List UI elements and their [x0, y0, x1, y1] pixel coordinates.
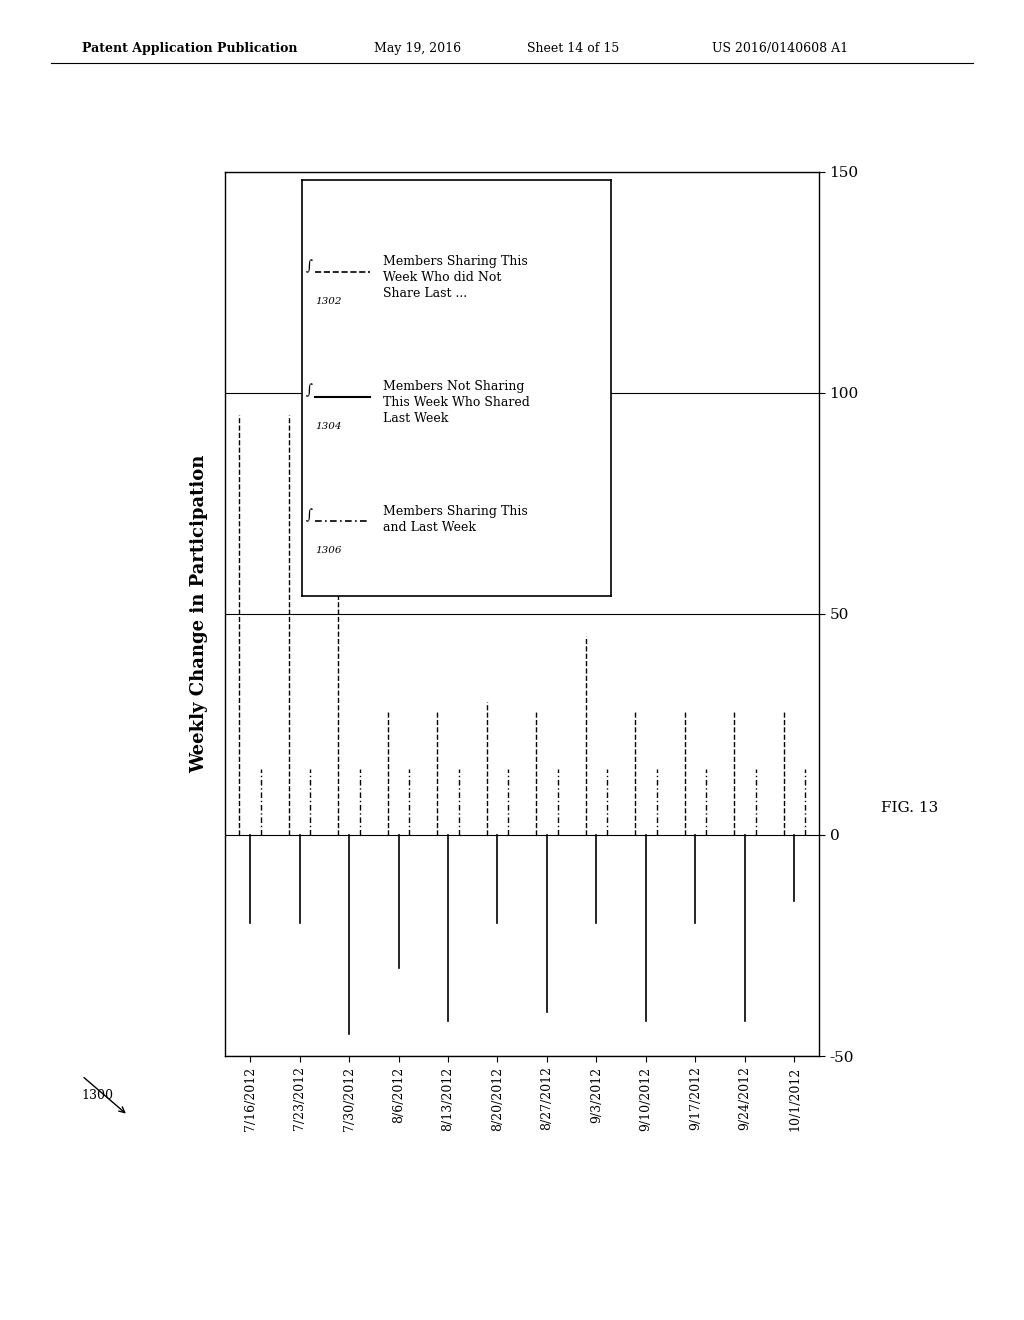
Y-axis label: Weekly Change in Participation: Weekly Change in Participation	[190, 454, 209, 774]
Text: 1302: 1302	[314, 297, 341, 306]
Text: Members Sharing This
Week Who did Not
Share Last ...: Members Sharing This Week Who did Not Sh…	[383, 255, 527, 300]
Text: ∫: ∫	[305, 381, 312, 395]
Text: 1304: 1304	[314, 421, 341, 430]
Text: Members Sharing This
and Last Week: Members Sharing This and Last Week	[383, 504, 527, 533]
Text: 1300: 1300	[82, 1089, 114, 1102]
Text: May 19, 2016: May 19, 2016	[374, 42, 461, 55]
Text: ∫: ∫	[305, 506, 312, 520]
Text: 1306: 1306	[314, 546, 341, 556]
Text: Members Not Sharing
This Week Who Shared
Last Week: Members Not Sharing This Week Who Shared…	[383, 380, 529, 425]
Text: FIG. 13: FIG. 13	[881, 801, 938, 816]
Text: Patent Application Publication: Patent Application Publication	[82, 42, 297, 55]
Text: ∫: ∫	[305, 256, 312, 271]
Text: Sheet 14 of 15: Sheet 14 of 15	[527, 42, 620, 55]
Text: US 2016/0140608 A1: US 2016/0140608 A1	[712, 42, 848, 55]
